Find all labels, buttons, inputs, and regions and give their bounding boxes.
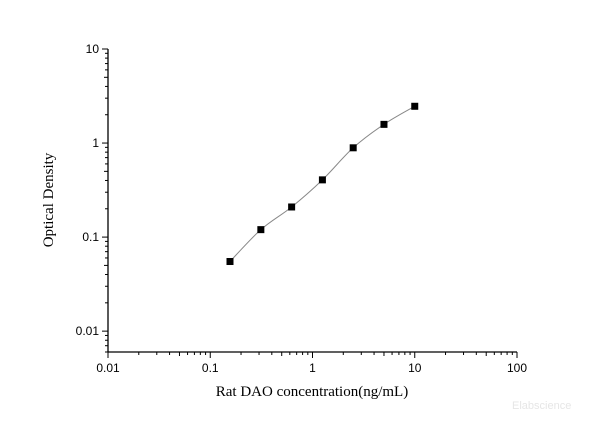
y-tick-label: 0.1: [82, 230, 99, 244]
x-tick-label: 1: [309, 361, 316, 375]
data-points: [226, 102, 419, 266]
fit-curve: [229, 105, 416, 262]
data-point: [257, 226, 265, 234]
x-axis-title: Rat DAO concentration(ng/mL): [216, 384, 408, 400]
x-tick-label: 100: [507, 361, 527, 375]
x-tick-label: 0.01: [96, 361, 120, 375]
y-tick-label: 10: [86, 42, 100, 56]
y-tick-label: 1: [92, 136, 99, 150]
ticks: [102, 48, 518, 358]
watermark: Elabscience: [512, 400, 571, 412]
y-tick-label: 0.01: [76, 324, 100, 338]
data-point: [226, 258, 234, 266]
y-axis-title: Optical Density: [41, 152, 57, 247]
data-point: [411, 102, 419, 110]
data-point: [349, 144, 357, 152]
x-tick-label: 0.1: [202, 361, 219, 375]
tick-labels: 0.01 0.1 1 10 100 0.01 0.1 1 10: [76, 42, 528, 375]
data-point: [288, 203, 296, 211]
data-point: [380, 120, 388, 128]
axes: [107, 49, 517, 353]
data-point: [318, 176, 326, 184]
x-tick-label: 10: [408, 361, 422, 375]
